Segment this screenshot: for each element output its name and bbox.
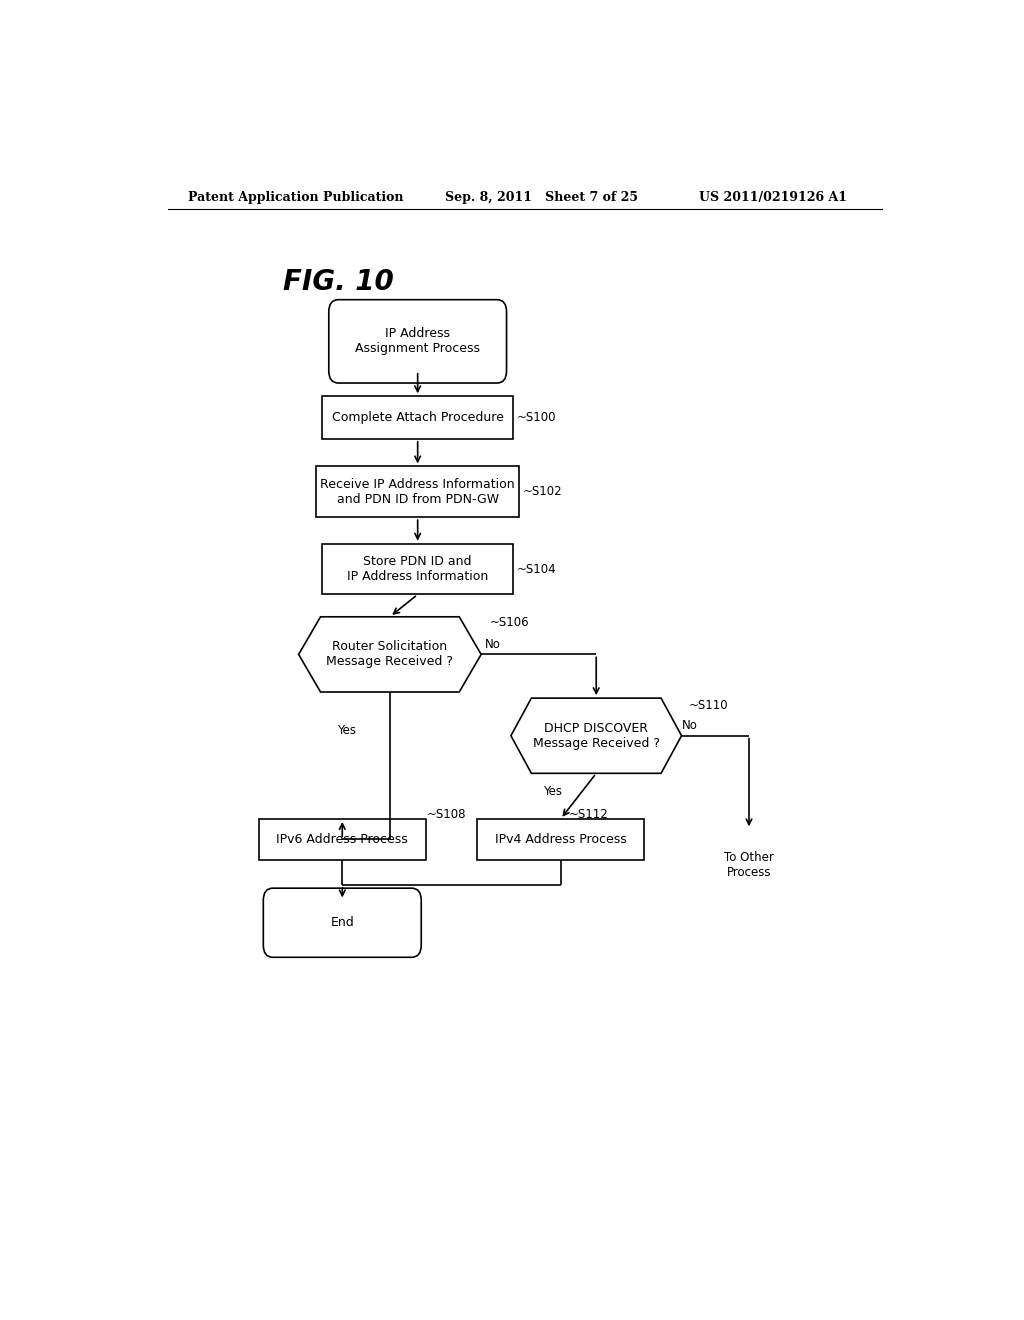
Bar [477,818,644,859]
FancyBboxPatch shape [329,300,507,383]
Text: ~S110: ~S110 [688,698,728,711]
Text: Sep. 8, 2011   Sheet 7 of 25: Sep. 8, 2011 Sheet 7 of 25 [445,190,638,203]
Polygon shape [511,698,682,774]
Text: Yes: Yes [543,785,562,799]
Text: To Other
Process: To Other Process [724,851,774,879]
Text: IPv6 Address Process: IPv6 Address Process [276,833,409,846]
Text: Yes: Yes [337,725,355,737]
Text: No: No [682,719,697,733]
Text: ~S100: ~S100 [517,411,556,424]
Text: FIG. 10: FIG. 10 [283,268,393,297]
Text: DHCP DISCOVER
Message Received ?: DHCP DISCOVER Message Received ? [532,722,659,750]
Bar [316,466,519,517]
Polygon shape [299,616,481,692]
Text: ~S112: ~S112 [569,808,609,821]
Text: ~S104: ~S104 [517,562,556,576]
Bar [323,396,513,440]
FancyBboxPatch shape [263,888,421,957]
Text: Complete Attach Procedure: Complete Attach Procedure [332,411,504,424]
Text: US 2011/0219126 A1: US 2011/0219126 A1 [699,190,848,203]
Text: IP Address
Assignment Process: IP Address Assignment Process [355,327,480,355]
Bar [323,544,513,594]
Text: No: No [485,638,501,651]
Text: ~S108: ~S108 [427,808,467,821]
Text: Receive IP Address Information
and PDN ID from PDN-GW: Receive IP Address Information and PDN I… [321,478,515,506]
Bar [259,818,426,859]
Text: IPv4 Address Process: IPv4 Address Process [495,833,627,846]
Text: ~S102: ~S102 [523,486,563,498]
Text: Patent Application Publication: Patent Application Publication [187,190,403,203]
Text: End: End [331,916,354,929]
Text: ~S106: ~S106 [489,616,529,630]
Text: Router Solicitation
Message Received ?: Router Solicitation Message Received ? [327,640,454,668]
Text: Store PDN ID and
IP Address Information: Store PDN ID and IP Address Information [347,554,488,583]
